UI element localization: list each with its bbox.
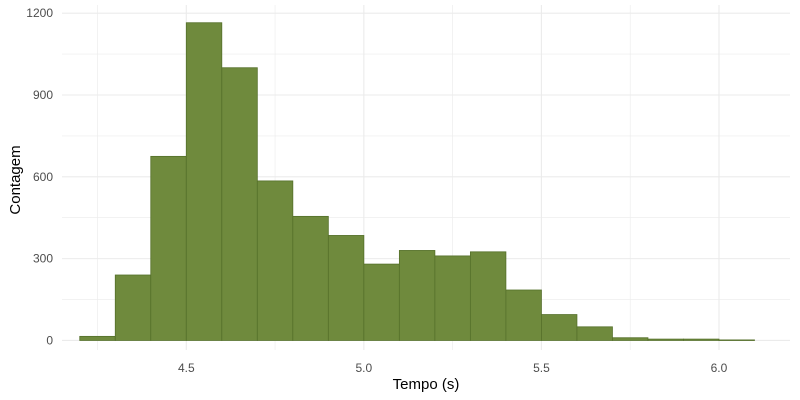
x-tick-label: 4.5 [178, 361, 195, 375]
x-tick-label: 5.5 [533, 361, 550, 375]
histogram-bar [683, 338, 720, 341]
histogram-bar [505, 289, 542, 341]
x-axis-title: Tempo (s) [393, 376, 460, 393]
y-axis-title: Contagem [7, 145, 24, 214]
histogram-bar [718, 339, 755, 341]
x-tick-label: 5.0 [356, 361, 373, 375]
histogram-bar [398, 250, 436, 341]
histogram-bar [469, 251, 507, 341]
histogram-bar [221, 67, 258, 341]
y-tick-label: 300 [33, 252, 53, 266]
histogram-bar [612, 337, 649, 341]
x-tick-label: 6.0 [711, 361, 728, 375]
histogram-bar [185, 22, 223, 341]
histogram-bar [363, 263, 400, 341]
x-axis-tick-labels: 4.5 5.0 5.5 6.0 [178, 361, 728, 375]
histogram-bar [292, 215, 329, 341]
histogram-bar [114, 274, 152, 341]
y-tick-label: 0 [46, 333, 53, 347]
histogram-bar [256, 180, 294, 341]
histogram-bar [79, 335, 116, 341]
histogram-bar [541, 314, 578, 341]
histogram-bar [150, 155, 187, 341]
histogram-bar [327, 235, 365, 341]
histogram-bar [576, 326, 613, 341]
histogram-bar [434, 255, 471, 341]
y-tick-label: 1200 [26, 6, 53, 20]
y-axis-tick-labels: 0 300 600 900 1200 [26, 6, 53, 347]
histogram-bar [647, 338, 684, 341]
histogram-bars [79, 22, 755, 341]
y-tick-label: 900 [33, 88, 53, 102]
y-tick-label: 600 [33, 170, 53, 184]
